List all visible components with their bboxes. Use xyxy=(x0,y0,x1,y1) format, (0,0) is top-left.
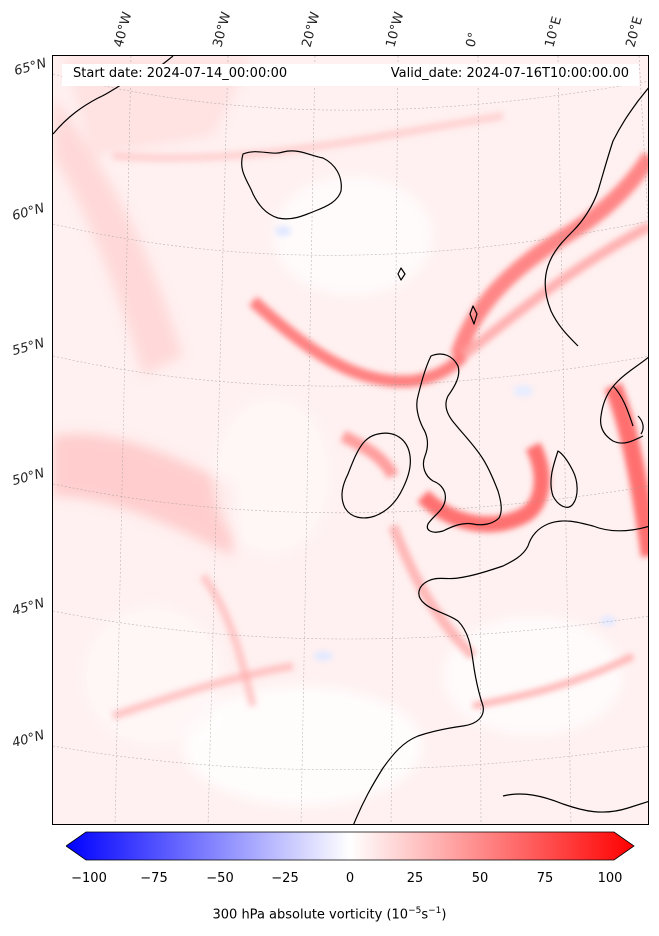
lon-label-0: 0° xyxy=(463,30,482,49)
colorbar-label-text: 300 hPa absolute vorticity (10 xyxy=(212,907,409,923)
colorbar xyxy=(66,831,635,861)
colorbar-label-end: ) xyxy=(441,907,447,923)
colorbar-tick-50: 50 xyxy=(471,871,489,886)
coast-great-britain xyxy=(416,353,502,533)
colorbar-tick-100: 100 xyxy=(597,871,623,886)
coast-ireland xyxy=(341,432,411,519)
map-canvas xyxy=(53,56,648,824)
colorbar-label-exp1: −5 xyxy=(408,906,422,916)
lon-label-30w: 30°W xyxy=(210,10,235,49)
lat-label-55n: 55°N xyxy=(10,336,47,359)
colorbar-label-exp2: −1 xyxy=(428,906,442,916)
colorbar-tick-minus75: −75 xyxy=(140,871,168,886)
lat-label-65n: 65°N xyxy=(12,56,49,79)
lon-label-20e: 20°E xyxy=(623,14,647,50)
lon-label-40w: 40°W xyxy=(111,10,136,49)
lat-label-60n: 60°N xyxy=(10,201,47,224)
lat-label-45n: 45°N xyxy=(10,596,47,619)
colorbar-tick-minus25: −25 xyxy=(271,871,299,886)
colorbar-tick-75: 75 xyxy=(536,871,554,886)
valid-date-label: Valid_date: 2024-07-16T10:00:00.00 xyxy=(390,66,629,81)
colorbar-tick-0: 0 xyxy=(345,871,355,886)
colorbar-bar xyxy=(66,831,635,861)
lat-label-40n: 40°N xyxy=(10,728,47,751)
coast-baltic xyxy=(612,385,644,435)
colorbar-label: 300 hPa absolute vorticity (10−5s−1) xyxy=(0,906,659,922)
coast-faroe xyxy=(397,267,406,281)
coast-norway xyxy=(544,87,648,347)
colorbar-tick-minus100: −100 xyxy=(71,871,107,886)
coast-denmark xyxy=(550,450,578,508)
coast-iberia-south xyxy=(502,793,648,813)
colorbar-tick-minus50: −50 xyxy=(206,871,234,886)
lon-label-10w: 10°W xyxy=(383,10,408,49)
date-info-box xyxy=(62,64,639,86)
lat-label-50n: 50°N xyxy=(10,466,47,489)
lon-label-20w: 20°W xyxy=(299,10,324,49)
start-date-label: Start date: 2024-07-14_00:00:00 xyxy=(73,66,288,81)
lon-label-10e: 10°E xyxy=(542,14,566,50)
vorticity-field xyxy=(53,56,623,806)
coast-sweden xyxy=(600,356,648,444)
colorbar-tick-25: 25 xyxy=(406,871,424,886)
graticule xyxy=(53,56,648,824)
coast-continent xyxy=(353,520,648,824)
coast-shetland xyxy=(469,305,478,325)
colorbar-label-mid: s xyxy=(421,907,429,923)
coast-iceland xyxy=(241,150,342,220)
vorticity-map xyxy=(52,55,649,825)
